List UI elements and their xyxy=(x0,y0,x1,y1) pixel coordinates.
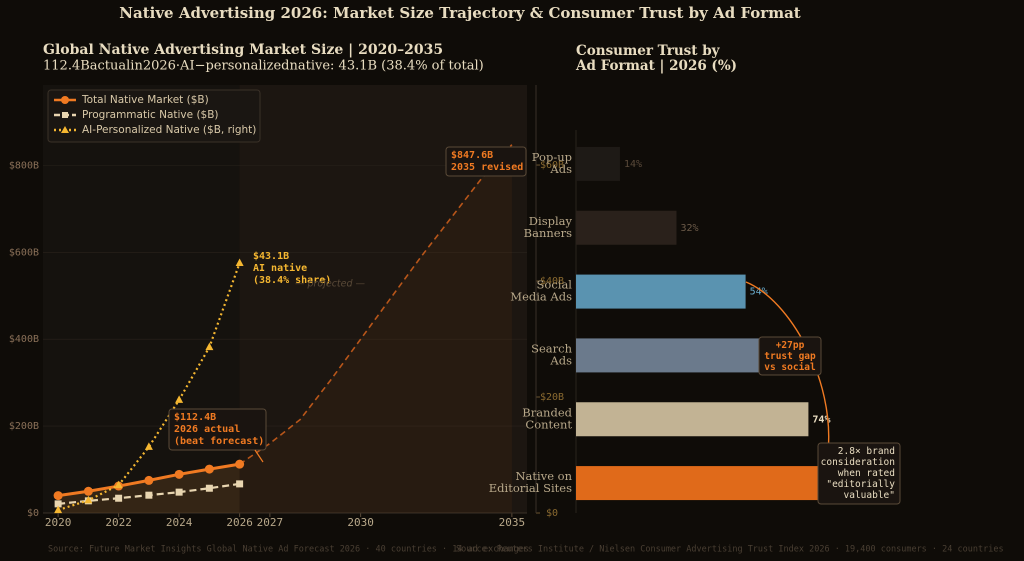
bar xyxy=(576,274,746,309)
value-label: 32% xyxy=(681,223,699,234)
projection-area xyxy=(239,144,512,513)
value-label: 54% xyxy=(750,287,768,298)
y-tick-label: $0 xyxy=(27,508,39,519)
series-area xyxy=(58,464,240,513)
category-label: Social Media Ads xyxy=(510,278,572,304)
bar xyxy=(576,466,831,501)
point xyxy=(175,395,184,403)
bar xyxy=(576,210,677,245)
annotation: +27pp trust gap vs social xyxy=(764,340,816,373)
point xyxy=(174,469,184,479)
x-tick-label: 2027 xyxy=(257,516,284,529)
point xyxy=(145,491,153,499)
source-note: Source: Future Market Insights Global Na… xyxy=(48,545,529,555)
annotation-box xyxy=(817,442,901,505)
category-label: Search Ads xyxy=(531,341,572,367)
annotation-box xyxy=(445,146,527,177)
y2-tick-label: $0 xyxy=(546,508,558,519)
annotation: — projected — xyxy=(295,279,366,290)
annotation: $43.1B AI native (38.4% share) xyxy=(253,251,331,286)
value-label: 14% xyxy=(624,159,642,170)
bar xyxy=(576,146,620,181)
point xyxy=(53,491,63,501)
point xyxy=(175,488,183,496)
legend-marker xyxy=(61,126,69,133)
point xyxy=(205,484,213,492)
value-label: 74% xyxy=(812,414,830,425)
y-tick-label: $400B xyxy=(9,334,39,345)
chart-title: Global Native Advertising Market Size | … xyxy=(43,42,443,58)
point xyxy=(235,258,244,267)
y-tick-label: $200B xyxy=(9,421,39,432)
point xyxy=(205,342,214,351)
annotation-arrow xyxy=(254,449,264,463)
annotation: $847.6B 2035 revised xyxy=(451,150,523,173)
legend-label: Programmatic Native ($B) xyxy=(82,109,219,121)
point xyxy=(115,494,123,502)
point xyxy=(83,486,93,496)
annotation: $112.4B 2026 actual (beat forecast) xyxy=(174,412,264,447)
legend-label: Total Native Market ($B) xyxy=(81,94,209,106)
bar xyxy=(576,338,765,373)
x-tick-label: 2035 xyxy=(499,516,526,529)
x-tick-label: 2020 xyxy=(45,516,72,529)
annotation-box xyxy=(168,408,267,451)
category-label: Pop-up Ads xyxy=(532,150,572,176)
point xyxy=(236,480,244,488)
point xyxy=(144,442,153,450)
y2-tick-label: $60B xyxy=(540,160,564,171)
legend-label: AI-Personalized Native ($B, right) xyxy=(82,124,256,136)
chart-title: Consumer Trust by Ad Format | 2026 (%) xyxy=(575,43,737,74)
annotation-box xyxy=(758,336,822,376)
x-tick-label: 2026 xyxy=(226,516,253,529)
projection-line xyxy=(239,144,513,465)
point xyxy=(144,475,154,485)
y2-tick-label: $40B xyxy=(540,276,564,287)
bar xyxy=(576,402,809,437)
legend-box xyxy=(47,89,261,143)
category-label: Branded Content xyxy=(522,405,572,431)
point xyxy=(84,495,93,504)
source-note: Source: Reuters Institute / Nielsen Cons… xyxy=(456,545,1004,555)
x-tick-label: 2022 xyxy=(105,516,132,529)
point xyxy=(204,464,214,474)
x-tick-label: 2030 xyxy=(347,516,374,529)
chart-subtitle: 112.4Bactualin2026·AI−personalizednative… xyxy=(43,59,484,74)
legend-marker xyxy=(62,112,68,118)
figure-title: Native Advertising 2026: Market Size Tra… xyxy=(119,4,801,22)
point xyxy=(235,459,245,469)
y-tick-label: $800B xyxy=(9,160,39,171)
x-tick-label: 2024 xyxy=(166,516,193,529)
category-label: Display Banners xyxy=(524,214,573,240)
point xyxy=(54,505,63,514)
y2-tick-label: $20B xyxy=(540,392,564,403)
category-label: Native on Editorial Sites xyxy=(489,469,573,495)
point xyxy=(114,480,123,489)
point xyxy=(54,500,62,508)
annotation: 2.8× brand consideration when rated "editor… xyxy=(821,446,896,501)
legend-marker xyxy=(61,96,69,104)
y-tick-label: $600B xyxy=(9,247,39,258)
